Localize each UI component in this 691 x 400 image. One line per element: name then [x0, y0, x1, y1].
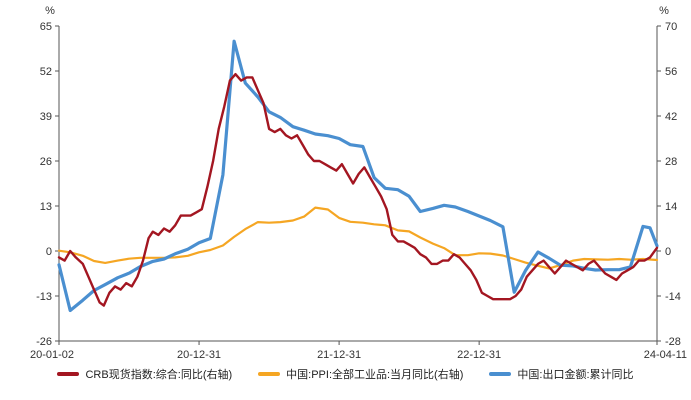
legend-label-export: 中国:出口金额:累计同比 — [517, 369, 634, 381]
right-tick-label: -28 — [665, 336, 681, 348]
left-tick-label: -26 — [36, 336, 52, 348]
x-tick-label: 22-12-31 — [457, 349, 501, 361]
right-tick-label: 70 — [665, 21, 677, 33]
axes: % % — [45, 5, 669, 342]
x-tick-label: 20-01-02 — [30, 349, 74, 361]
left-tick-label: 52 — [40, 66, 52, 78]
series-layer — [57, 39, 659, 313]
right-tick-label: -14 — [665, 291, 681, 303]
right-tick-label: 28 — [665, 156, 677, 168]
right-tick-label: 42 — [665, 111, 677, 123]
series-line-export — [57, 39, 659, 313]
left-tick-label: 65 — [40, 21, 52, 33]
legend-item-ppi: 中国:PPI:全部工业品:当月同比(右轴) — [258, 366, 463, 382]
left-tick-label: -13 — [36, 291, 52, 303]
left-axis-unit: % — [45, 5, 55, 17]
x-tick-label: 24-04-11 — [644, 349, 687, 361]
legend-label-crb: CRB现货指数:综合:同比(右轴) — [85, 369, 233, 381]
legend-swatch-export — [489, 372, 512, 376]
legend-item-crb: CRB现货指数:综合:同比(右轴) — [57, 366, 232, 382]
series-line-crb — [57, 72, 659, 307]
x-tick-label: 21-12-31 — [317, 349, 361, 361]
series-line-ppi — [57, 206, 659, 270]
left-tick-label: 39 — [40, 111, 52, 123]
left-axis-ticks: -26 -13 0 13 26 39 52 65 — [36, 21, 59, 348]
legend-item-export: 中国:出口金额:累计同比 — [489, 366, 634, 382]
right-axis-ticks: -28 -14 0 14 28 42 56 70 — [657, 21, 681, 348]
right-axis-unit: % — [659, 5, 669, 17]
legend-swatch-crb — [57, 372, 80, 376]
right-tick-label: 14 — [665, 201, 677, 213]
legend-swatch-ppi — [258, 372, 281, 376]
left-tick-label: 26 — [40, 156, 52, 168]
legend: CRB现货指数:综合:同比(右轴) 中国:PPI:全部工业品:当月同比(右轴) … — [0, 366, 691, 382]
left-tick-label: 13 — [40, 201, 52, 213]
x-tick-label: 20-12-31 — [177, 349, 221, 361]
right-tick-label: 0 — [665, 246, 671, 258]
left-tick-label: 0 — [46, 246, 52, 258]
legend-label-ppi: 中国:PPI:全部工业品:当月同比(右轴) — [286, 369, 464, 381]
x-axis-ticks: 20-01-02 20-12-31 21-12-31 22-12-31 24-04-11 — [30, 341, 687, 361]
right-tick-label: 56 — [665, 66, 677, 78]
